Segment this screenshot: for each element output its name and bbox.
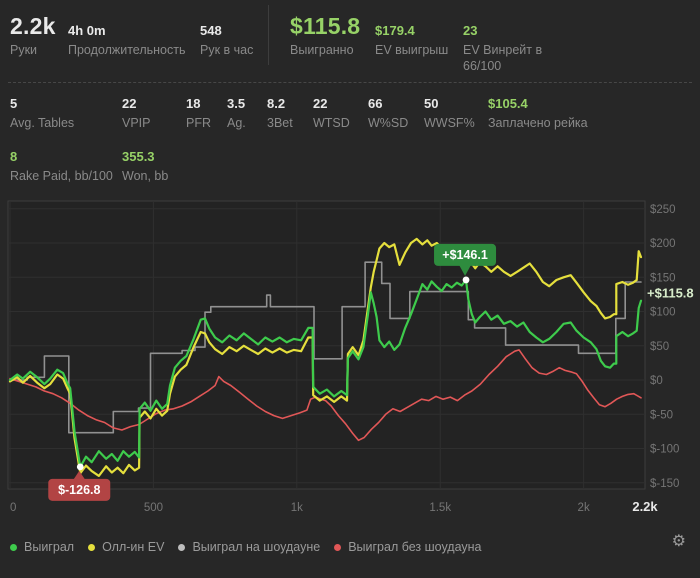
stat-avg-tables-label: Avg. Tables [10,116,75,130]
stat-rake-bb-value: 8 [10,149,18,164]
stat-avg-tables-value: 5 [10,96,18,111]
legend-dot-icon [88,543,96,551]
badge-tail [459,264,472,276]
stat-hands-label: Руки [10,43,38,57]
stat-vpip-value: 22 [122,96,137,111]
stat-pfr-value: 18 [186,96,201,111]
legend-label: Выиграл [24,540,75,554]
stat-avg-tables: 5 Avg. Tables [10,95,74,131]
stat-3bet: 8.2 3Bet [267,95,293,131]
stat-3bet-label: 3Bet [267,116,293,130]
x-axis-tick-label: 0 [10,502,16,514]
stat-pfr: 18 PFR [186,95,211,131]
stat-ag-label: Ag. [227,116,246,130]
stat-ev-winrate-value: 23 [463,23,478,38]
stat-hands-per-hour-value: 548 [200,23,222,38]
stat-wsd: 66 W%SD [368,95,408,131]
legend-label: Выиграл на шоудауне [192,540,321,554]
y-axis-tick-label: $250 [650,204,676,216]
legend-dot-icon [178,543,186,551]
stat-wtsd: 22 WTSD [313,95,350,131]
x-axis-tick-label: 2k [578,502,590,514]
stat-wwsf: 50 WWSF% [424,95,475,131]
stat-ev-won: $179.4 EV выигрыш [375,12,448,58]
stat-vpip-label: VPIP [122,116,151,130]
header-divider [268,5,269,65]
stat-rake-paid-value: $105.4 [488,96,528,111]
y-axis-tick-label: $-50 [650,409,673,421]
legend-dot-icon [334,543,342,551]
legend-label: Выиграл без шоудауна [348,540,482,554]
marker-dot [76,463,84,471]
stat-duration-label: Продолжительность [68,43,186,57]
legend-item-1[interactable]: Олл-ин EV [88,540,164,554]
stat-wtsd-value: 22 [313,96,328,111]
stat-duration: 4h 0m Продолжительность [68,12,186,58]
stat-hands-per-hour: 548 Рук в час [200,12,253,58]
y-axis-tick-label: $50 [650,341,669,353]
stat-won-value: $115.8 [290,13,361,39]
y-axis-tick-label: $-150 [650,478,679,490]
x-axis-tick-label: 1k [291,502,303,514]
stat-won-label: Выигранно [290,43,354,57]
winnings-graph[interactable]: $250 $200 $150 $100 $50 $0 $-50 $-100 $-150 0 500 1… [0,190,700,530]
stat-pfr-label: PFR [186,116,211,130]
max-badge [434,243,497,266]
stat-ag-value: 3.5 [227,96,246,111]
stat-duration-value: 4h 0m [68,23,106,38]
stat-rake-bb: 8 Rake Paid, bb/100 [10,148,113,184]
y-axis-tick-label: $100 [650,307,676,319]
y-axis-tick-label: $-100 [650,444,679,456]
series-line-2 [9,261,642,434]
marker-dot [462,276,470,284]
min-badge [48,478,111,501]
legend-item-3[interactable]: Выиграл без шоудауна [334,540,482,554]
stat-won-bb-label: Won, bb [122,169,169,183]
stat-hands-per-hour-label: Рук в час [200,43,254,57]
stat-hands-value: 2.2k [10,13,56,39]
legend-dot-icon [10,543,17,551]
stat-wtsd-label: WTSD [313,116,350,130]
stat-rake-bb-label: Rake Paid, bb/100 [10,169,113,183]
stat-won-bb-value: 355.3 [122,149,155,164]
series-line-3 [9,349,642,442]
stat-ev-winrate: 23 EV Винрейт в 66/100 [463,12,563,74]
legend-item-2[interactable]: Выиграл на шоудауне [178,540,320,554]
x-axis-tick-label: 1.5k [429,502,451,514]
x-axis-tick-label: 500 [144,502,163,514]
y-axis-tick-label: $0 [650,375,663,387]
y-axis-tick-label: $150 [650,272,676,284]
max-badge-label: +$146.1 [442,248,488,262]
stat-rake-paid: $105.4 Заплачено рейка [488,95,588,131]
header-separator [8,82,692,83]
stat-won: $115.8 Выигранно [290,12,360,58]
legend-item-0[interactable]: Выиграл [10,540,74,554]
legend-label: Олл-ин EV [102,540,165,554]
graph-legend: Выиграл Олл-ин EV Выиграл на шоудауне Выигр… [10,540,482,554]
min-badge-label: $-126.8 [58,483,100,497]
stat-ag: 3.5 Ag. [227,95,246,131]
stat-ev-winrate-label: EV Винрейт в 66/100 [463,43,543,73]
stat-wwsf-label: WWSF% [424,116,475,130]
stat-hands: 2.2k Руки [10,12,56,58]
stat-wwsf-value: 50 [424,96,439,111]
series-line-0 [8,278,643,468]
final-value-label: +$115.8 [647,286,694,301]
stat-ev-won-label: EV выигрыш [375,43,449,57]
stat-rake-paid-label: Заплачено рейка [488,116,588,130]
badge-tail [73,470,86,480]
stat-wsd-label: W%SD [368,116,409,130]
graph-settings-gear-icon[interactable]: ⚙ [671,533,686,550]
stat-won-bb: 355.3 Won, bb [122,148,168,184]
stat-3bet-value: 8.2 [267,96,286,111]
stat-ev-won-value: $179.4 [375,23,415,38]
stat-wsd-value: 66 [368,96,383,111]
y-axis-tick-label: $200 [650,238,676,250]
stat-vpip: 22 VPIP [122,95,151,131]
series-line-1 [8,237,643,477]
x-axis-end-label: 2.2k [632,499,658,514]
